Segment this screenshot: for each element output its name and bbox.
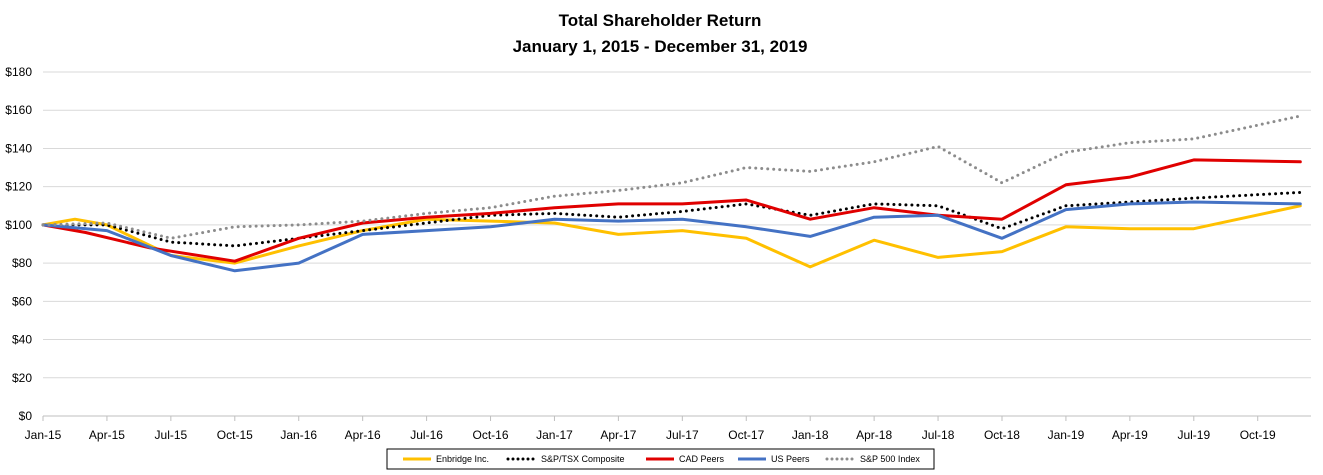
x-tick-label: Jul-17 xyxy=(666,428,699,442)
y-tick-label: $20 xyxy=(12,371,32,385)
x-tick-label: Apr-19 xyxy=(1112,428,1148,442)
legend-label: Enbridge Inc. xyxy=(436,454,489,464)
x-axis-ticks: Jan-15 Apr-15 Jul-15 Oct-15 Jan-16 Apr-16 Jul-… xyxy=(25,416,1276,442)
y-tick-label: $0 xyxy=(19,409,33,423)
x-tick-label: Apr-15 xyxy=(89,428,125,442)
series-line-enbridge-inc- xyxy=(41,204,1302,269)
x-tick-label: Jan-16 xyxy=(280,428,317,442)
x-tick-label: Jul-18 xyxy=(922,428,955,442)
y-tick-label: $120 xyxy=(5,180,32,194)
series-line-us-peers xyxy=(41,200,1302,273)
y-tick-label: $180 xyxy=(5,65,32,79)
series-lines xyxy=(41,114,1302,273)
y-tick-label: $160 xyxy=(5,103,32,117)
chart-subtitle: January 1, 2015 - December 31, 2019 xyxy=(513,37,808,56)
x-tick-label: Jan-15 xyxy=(25,428,62,442)
y-tick-label: $60 xyxy=(12,294,32,308)
series-line-s-p-tsx-composite xyxy=(41,190,1302,248)
x-tick-label: Apr-18 xyxy=(856,428,892,442)
legend-label: US Peers xyxy=(771,454,810,464)
legend-label: S&P/TSX Composite xyxy=(541,454,625,464)
x-tick-label: Jan-18 xyxy=(792,428,829,442)
gridlines xyxy=(43,71,1311,417)
x-tick-label: Jul-19 xyxy=(1177,428,1210,442)
x-tick-label: Oct-17 xyxy=(728,428,764,442)
y-tick-label: $140 xyxy=(5,141,32,155)
x-tick-label: Oct-15 xyxy=(217,428,253,442)
x-tick-label: Jan-17 xyxy=(536,428,573,442)
x-tick-label: Oct-19 xyxy=(1240,428,1276,442)
x-tick-label: Apr-17 xyxy=(600,428,636,442)
x-tick-label: Oct-16 xyxy=(473,428,509,442)
series-line-s-p-500-index xyxy=(41,114,1302,240)
x-tick-label: Jul-16 xyxy=(410,428,443,442)
series-line-cad-peers xyxy=(41,158,1302,263)
legend-label: S&P 500 Index xyxy=(860,454,920,464)
y-tick-label: $40 xyxy=(12,333,32,347)
x-tick-label: Oct-18 xyxy=(984,428,1020,442)
y-tick-label: $80 xyxy=(12,256,32,270)
x-tick-label: Apr-16 xyxy=(345,428,381,442)
y-axis-ticks: $0 $20 $40 $60 $80 $100 $120 $140 $160 $180 xyxy=(5,65,32,423)
legend: Enbridge Inc. S&P/TSX Composite CAD Peers U… xyxy=(386,448,935,470)
y-tick-label: $100 xyxy=(5,218,32,232)
x-tick-label: Jan-19 xyxy=(1048,428,1085,442)
legend-label: CAD Peers xyxy=(679,454,725,464)
x-tick-label: Jul-15 xyxy=(155,428,188,442)
chart-title: Total Shareholder Return xyxy=(559,11,762,30)
